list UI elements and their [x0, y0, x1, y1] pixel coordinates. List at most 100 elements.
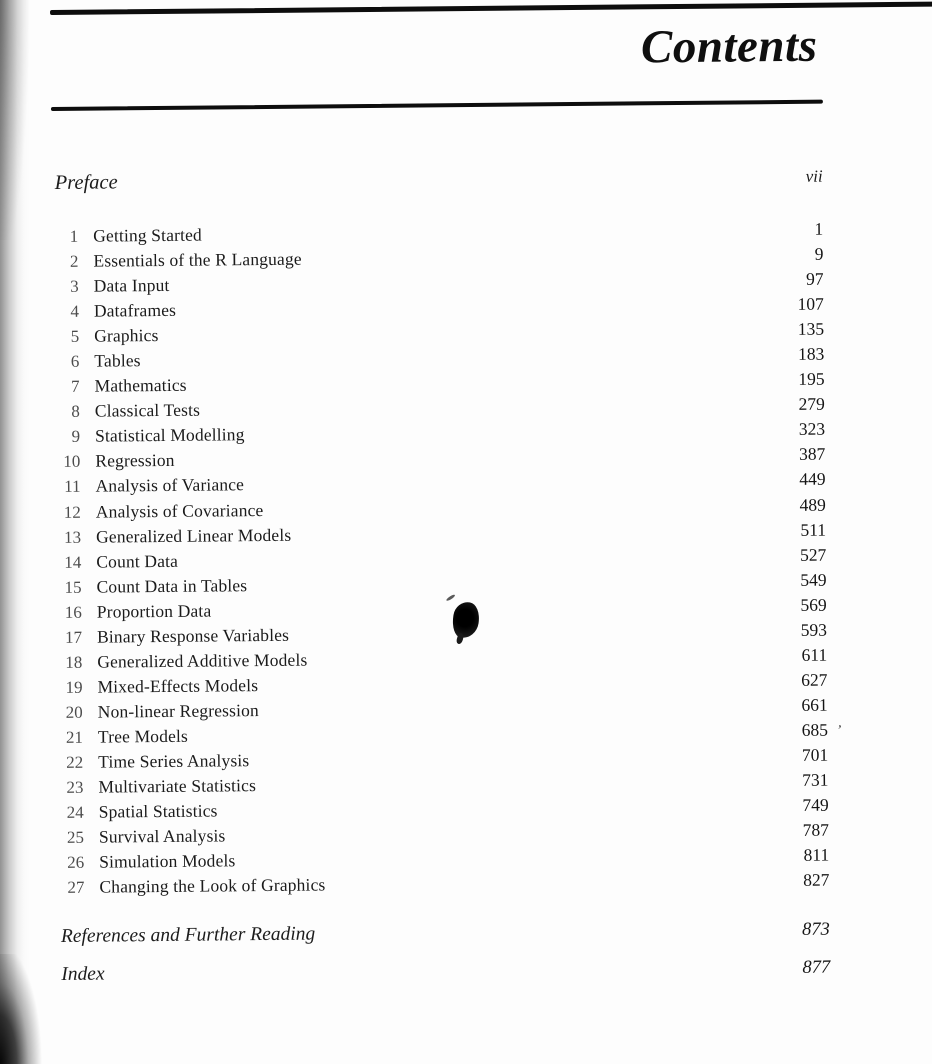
chapter-title: Generalized Additive Models [97, 649, 308, 672]
chapter-title: Count Data [96, 550, 179, 572]
page-gutter-shadow-top [0, 0, 34, 240]
chapter-number: 10 [63, 452, 81, 472]
chapter-title: Regression [95, 450, 175, 472]
chapter-number: 25 [66, 827, 85, 848]
chapter-number: 12 [63, 502, 81, 522]
chapter-page-number: 549 [800, 569, 827, 590]
chapter-number: 19 [65, 677, 83, 697]
references-entry: References and Further Reading 873 [61, 919, 830, 948]
stray-ink-mark: ’ [836, 723, 843, 739]
chapter-page-number: 731 [802, 769, 829, 790]
chapter-number: 27 [67, 877, 85, 898]
chapter-page-number: 107 [797, 293, 824, 315]
chapter-number: 26 [67, 852, 85, 873]
page-title: Contents [640, 19, 818, 74]
chapter-title: Graphics [94, 325, 159, 346]
chapter-title: Spatial Statistics [98, 800, 218, 822]
chapter-number: 23 [66, 777, 84, 797]
chapter-number: 13 [63, 527, 82, 547]
chapter-page-number: 135 [797, 318, 825, 340]
chapter-page-number: 527 [799, 544, 827, 565]
chapter-number: 8 [71, 402, 80, 422]
index-page-number: 877 [802, 957, 831, 978]
chapter-title: Analysis of Covariance [95, 499, 264, 522]
chapter-title: Binary Response Variables [96, 624, 290, 647]
chapter-page-number: 323 [798, 418, 826, 440]
chapter-page-number: 593 [800, 619, 828, 640]
chapter-page-number: 449 [799, 469, 826, 490]
chapter-page-number: 627 [801, 669, 828, 690]
chapter-number: 11 [64, 477, 81, 497]
chapter-number: 14 [64, 552, 82, 572]
chapter-number: 5 [70, 326, 80, 347]
chapter-title: Getting Started [93, 224, 202, 246]
top-rule [50, 1, 932, 15]
header-rule [50, 99, 823, 112]
chapter-title: Time Series Analysis [98, 750, 250, 772]
chapter-page-number: 183 [797, 343, 825, 365]
chapter-title: Tree Models [97, 725, 189, 747]
chapter-number: 17 [64, 627, 83, 647]
index-entry: Index 877 [61, 957, 830, 986]
chapter-title: Essentials of the R Language [93, 248, 302, 271]
index-label: Index [61, 963, 105, 985]
chapter-number: 1 [69, 226, 79, 246]
chapter-title: Statistical Modelling [95, 424, 245, 447]
chapter-title: Multivariate Statistics [98, 775, 257, 797]
chapter-number: 3 [70, 276, 79, 296]
chapter-title: Non-linear Regression [97, 699, 259, 722]
chapter-number: 22 [66, 752, 84, 772]
references-label: References and Further Reading [60, 923, 316, 947]
chapter-page-number: 787 [802, 819, 830, 840]
chapter-title: Changing the Look of Graphics [99, 874, 326, 897]
chapter-number: 2 [69, 251, 79, 271]
chapter-number: 7 [71, 377, 80, 397]
chapter-number: 18 [65, 652, 83, 672]
chapter-title: Generalized Linear Models [95, 524, 292, 547]
chapter-number: 16 [64, 602, 82, 622]
chapter-title: Proportion Data [96, 600, 212, 622]
chapter-list: 1 Getting Started 1 2 Essentials of the R La… [54, 217, 843, 901]
references-page-number: 873 [802, 919, 830, 940]
chapter-title: Tables [94, 350, 141, 371]
chapter-page-number: 685’ [802, 718, 843, 743]
chapter-page-number: 489 [799, 494, 826, 515]
chapter-page-number: 9 [814, 243, 824, 264]
chapter-page-number: 387 [798, 444, 826, 465]
page-gutter-shadow [0, 0, 30, 1064]
page-gutter-shadow-bottom [0, 954, 46, 1064]
chapter-page-number: 97 [806, 268, 824, 289]
chapter-number: 15 [64, 577, 82, 597]
chapter-page-number: 811 [803, 844, 830, 866]
chapter-number: 20 [65, 702, 83, 722]
chapter-page-number: 661 [801, 694, 828, 715]
chapter-title: Mixed-Effects Models [97, 674, 259, 697]
preface-page-number: vii [805, 166, 823, 186]
chapter-title: Dataframes [93, 299, 177, 321]
chapter-number: 21 [65, 727, 84, 747]
chapter-page-number: 701 [801, 744, 829, 765]
chapter-title: Count Data in Tables [96, 574, 248, 597]
chapter-title: Classical Tests [94, 399, 201, 421]
chapter-title: Analysis of Variance [95, 474, 245, 497]
chapter-page-number: 511 [800, 519, 827, 540]
chapter-page-number: 195 [798, 368, 825, 390]
chapter-page-number: 1 [814, 218, 824, 239]
chapter-number: 6 [70, 352, 80, 372]
chapter-title: Survival Analysis [98, 825, 226, 847]
chapter-page-number: 279 [798, 393, 825, 415]
chapter-number: 24 [66, 802, 84, 822]
chapter-page-number: 749 [802, 794, 829, 815]
preface-entry: Preface vii [55, 165, 823, 195]
chapter-number: 9 [71, 427, 81, 447]
chapter-number: 4 [70, 301, 79, 322]
preface-label: Preface [54, 171, 118, 195]
chapter-title: Simulation Models [99, 850, 236, 872]
chapter-title: Data Input [93, 275, 170, 296]
chapter-page-number: 827 [803, 869, 830, 891]
chapter-title: Mathematics [94, 375, 187, 396]
chapter-page-number: 569 [800, 594, 827, 615]
chapter-page-number: 611 [801, 644, 828, 665]
